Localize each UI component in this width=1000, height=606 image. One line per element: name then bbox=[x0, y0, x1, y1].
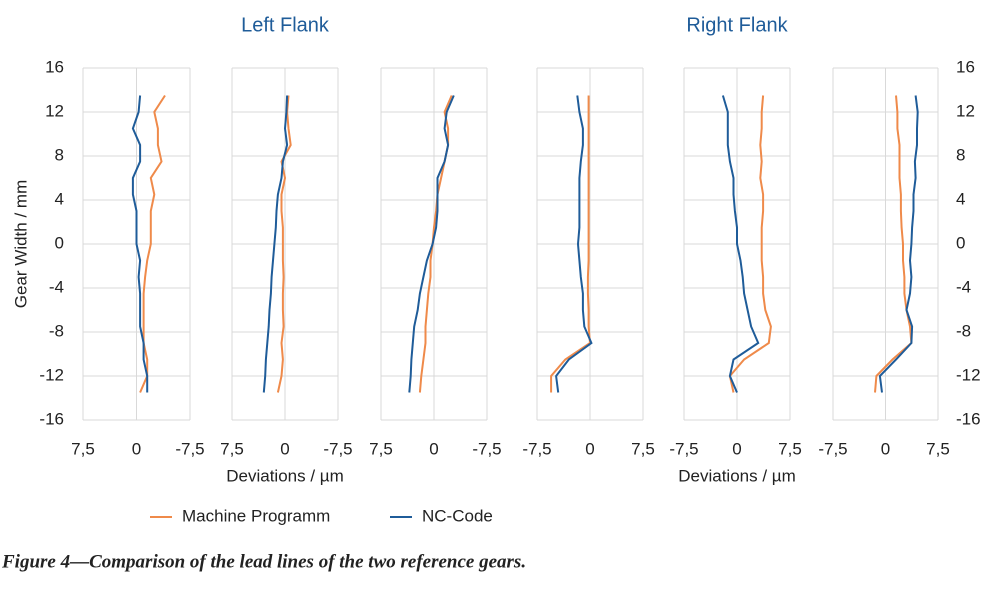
y-tick-label: 12 bbox=[956, 101, 975, 120]
y-tick-label: 16 bbox=[45, 57, 64, 76]
y-tick-label: 12 bbox=[45, 101, 64, 120]
y-tick-label: 8 bbox=[55, 145, 64, 164]
y-tick-label: 0 bbox=[55, 233, 64, 252]
x-tick-label: 0 bbox=[429, 439, 438, 458]
y-tick-label: -4 bbox=[49, 277, 64, 296]
y-tick-label: -16 bbox=[956, 409, 981, 428]
x-tick-label: 0 bbox=[132, 439, 141, 458]
y-tick-label: 4 bbox=[956, 189, 965, 208]
legend-label: Machine Programm bbox=[182, 506, 330, 525]
y-tick-label: 8 bbox=[956, 145, 965, 164]
x-tick-label: -7,5 bbox=[175, 439, 204, 458]
series-line bbox=[262, 95, 289, 393]
x-tick-label: -7,5 bbox=[522, 439, 551, 458]
y-tick-label: -8 bbox=[49, 321, 64, 340]
x-tick-label: 7,5 bbox=[926, 439, 950, 458]
y-tick-label: -12 bbox=[956, 365, 981, 384]
x-tick-label: 0 bbox=[732, 439, 741, 458]
x-tick-label: 7,5 bbox=[71, 439, 95, 458]
y-tick-label: 0 bbox=[956, 233, 965, 252]
y-tick-label: -8 bbox=[956, 321, 971, 340]
x-tick-label: -7,5 bbox=[323, 439, 352, 458]
x-tick-label: -7,5 bbox=[472, 439, 501, 458]
y-tick-label: -12 bbox=[39, 365, 64, 384]
series-line bbox=[555, 95, 593, 393]
y-tick-label: 4 bbox=[55, 189, 64, 208]
series-line bbox=[408, 95, 455, 393]
x-tick-label: 0 bbox=[280, 439, 289, 458]
x-axis-label: Deviations / µm bbox=[226, 466, 344, 485]
x-tick-label: -7,5 bbox=[818, 439, 847, 458]
panel-group-title: Left Flank bbox=[241, 14, 330, 36]
y-tick-label: -4 bbox=[956, 277, 971, 296]
series-line bbox=[728, 95, 772, 393]
y-tick-label: 16 bbox=[956, 57, 975, 76]
x-tick-label: 0 bbox=[881, 439, 890, 458]
x-tick-label: -7,5 bbox=[669, 439, 698, 458]
legend-label: NC-Code bbox=[422, 506, 493, 525]
x-tick-label: 7,5 bbox=[220, 439, 244, 458]
series-line bbox=[131, 95, 149, 393]
caption: Figure 4—Comparison of the lead lines of… bbox=[1, 551, 526, 572]
y-tick-label: -16 bbox=[39, 409, 64, 428]
x-tick-label: 0 bbox=[585, 439, 594, 458]
series-line bbox=[276, 95, 292, 393]
x-tick-label: 7,5 bbox=[369, 439, 393, 458]
x-axis-label: Deviations / µm bbox=[678, 466, 796, 485]
series-line bbox=[878, 95, 919, 393]
y-axis-label: Gear Width / mm bbox=[11, 180, 30, 308]
x-tick-label: 7,5 bbox=[631, 439, 655, 458]
series-line bbox=[721, 95, 760, 393]
panel-group-title: Right Flank bbox=[686, 14, 788, 36]
x-tick-label: 7,5 bbox=[778, 439, 802, 458]
